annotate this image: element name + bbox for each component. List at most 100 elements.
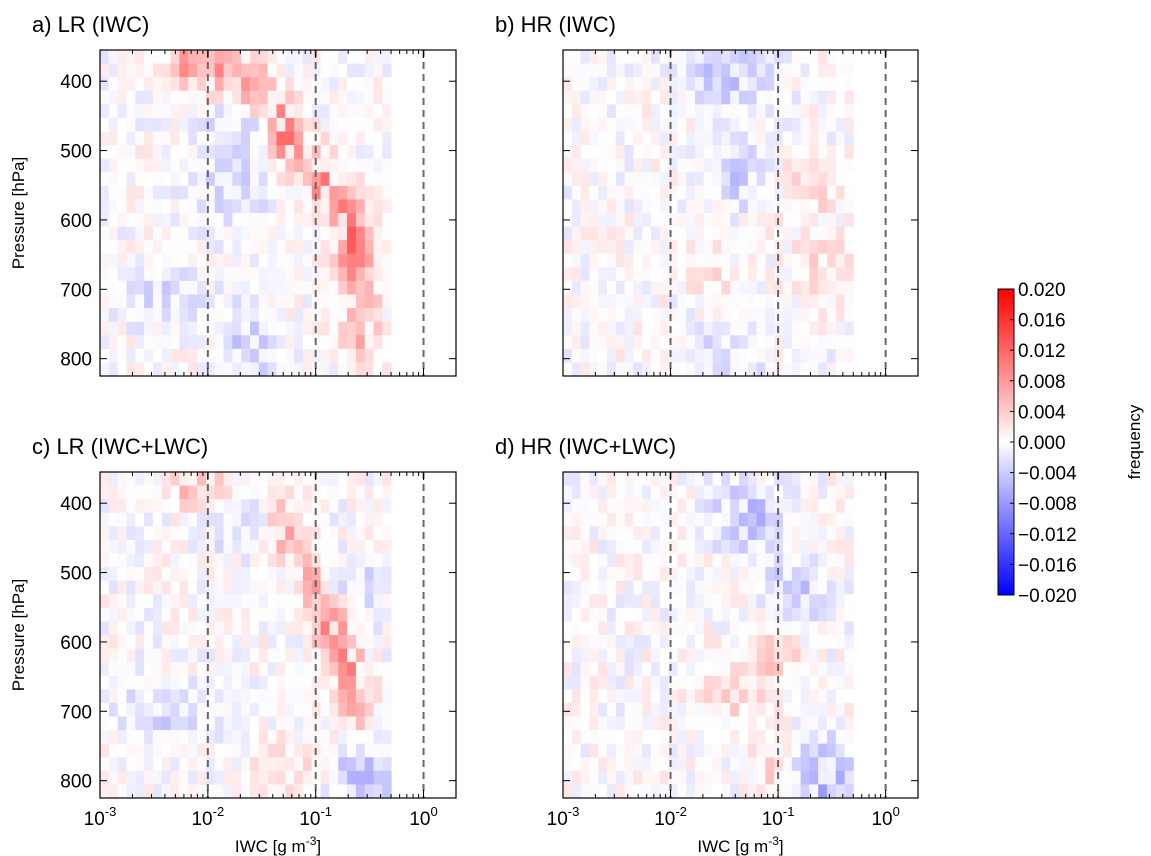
heatmap-cell (563, 757, 573, 772)
heatmap-cell (835, 594, 845, 609)
heatmap-cell (117, 716, 127, 731)
heatmap-cell (135, 472, 145, 486)
heatmap-cell (232, 553, 242, 568)
heatmap-cell (364, 770, 374, 785)
heatmap-cell (126, 512, 136, 527)
heatmap-cell (694, 485, 705, 500)
heatmap-cell (161, 499, 171, 514)
heatmap-cells (100, 472, 392, 799)
heatmap-cell (633, 199, 643, 214)
heatmap-cell (144, 172, 154, 187)
heatmap-cell (126, 104, 136, 119)
heatmap-cell (818, 730, 828, 745)
heatmap-cell (791, 172, 801, 187)
heatmap-cell (100, 63, 110, 78)
heatmap-cell (250, 308, 260, 323)
heatmap-cell (606, 526, 617, 541)
heatmap-cell (659, 131, 669, 146)
heatmap-cell (818, 253, 828, 268)
heatmap-cell (659, 145, 669, 160)
heatmap-cell (800, 267, 810, 282)
heatmap-cell (686, 294, 696, 309)
heatmap-cell (703, 158, 713, 173)
heatmap-cell (721, 757, 731, 772)
heatmap-cell (161, 63, 171, 78)
heatmap-cell (223, 567, 233, 582)
heatmap-cell (818, 485, 828, 500)
heatmap-cell (232, 90, 242, 105)
heatmap-cell (598, 702, 608, 717)
heatmap-cell (686, 689, 696, 704)
heatmap-cell (730, 648, 740, 663)
heatmap-cell (329, 770, 339, 785)
heatmap-cell (197, 172, 207, 187)
heatmap-cell (179, 253, 189, 268)
heatmap-cell (100, 594, 110, 609)
heatmap-cell (677, 730, 687, 745)
heatmap-cell (232, 784, 242, 799)
heatmap-cell (267, 526, 277, 541)
heatmap-cell (267, 539, 277, 554)
heatmap-cell (347, 172, 357, 187)
heatmap-cell (144, 743, 154, 758)
heatmap-cell (589, 648, 599, 663)
heatmap-cell (659, 335, 669, 350)
heatmap-cell (302, 226, 313, 241)
heatmap-cell (809, 50, 819, 64)
heatmap-cell (329, 158, 339, 173)
heatmap-cell (382, 730, 392, 745)
heatmap-cell (598, 499, 608, 514)
heatmap-cell (214, 253, 224, 268)
heatmap-cell (756, 131, 766, 146)
heatmap-cell (844, 131, 854, 146)
heatmap-cell (694, 662, 705, 677)
heatmap-cell (179, 172, 189, 187)
heatmap-cell (100, 104, 110, 119)
heatmap-cell (250, 607, 260, 622)
heatmap-cell (100, 485, 110, 500)
heatmap-cell (126, 321, 136, 336)
heatmap-cell (694, 621, 705, 636)
heatmap-cell (809, 485, 819, 500)
heatmap-cell (161, 294, 171, 309)
heatmap-cell (598, 294, 608, 309)
heatmap-cell (320, 662, 330, 677)
heatmap-cell (598, 539, 608, 554)
heatmap-cell (347, 158, 357, 173)
heatmap-cell (311, 607, 321, 622)
heatmap-cell (258, 253, 269, 268)
heatmap-cell (730, 539, 740, 554)
heatmap-cell (809, 172, 819, 187)
heatmap-cell (686, 280, 696, 295)
heatmap-cell (589, 635, 599, 649)
heatmap-cell (686, 253, 696, 268)
heatmap-cell (161, 594, 171, 609)
heatmap-cell (197, 321, 207, 336)
heatmap-cell (117, 499, 127, 514)
heatmap-cell (730, 784, 740, 799)
heatmap-cell (364, 580, 374, 595)
heatmap-cell (302, 472, 313, 486)
heatmap-cell (633, 567, 643, 582)
heatmap-cell (267, 172, 277, 187)
heatmap-cell (364, 335, 374, 350)
heatmap-cell (302, 648, 313, 663)
heatmap-cell (774, 689, 784, 704)
heatmap-cell (563, 362, 573, 377)
heatmap-cell (818, 607, 828, 622)
heatmap-cell (205, 267, 216, 282)
heatmap-cell (738, 675, 749, 690)
heatmap-cell (338, 553, 348, 568)
heatmap-cell (791, 702, 801, 717)
heatmap-cell (108, 158, 119, 173)
heatmap-cell (197, 308, 207, 323)
heatmap-cell (774, 63, 784, 78)
heatmap-cell (818, 567, 828, 582)
heatmap-cell (355, 145, 366, 160)
heatmap-cell (791, 240, 801, 255)
heatmap-cell (738, 50, 749, 64)
heatmap-cell (382, 675, 392, 690)
heatmap-cell (214, 662, 224, 677)
heatmap-cell (250, 172, 260, 187)
heatmap-cell (188, 240, 198, 255)
